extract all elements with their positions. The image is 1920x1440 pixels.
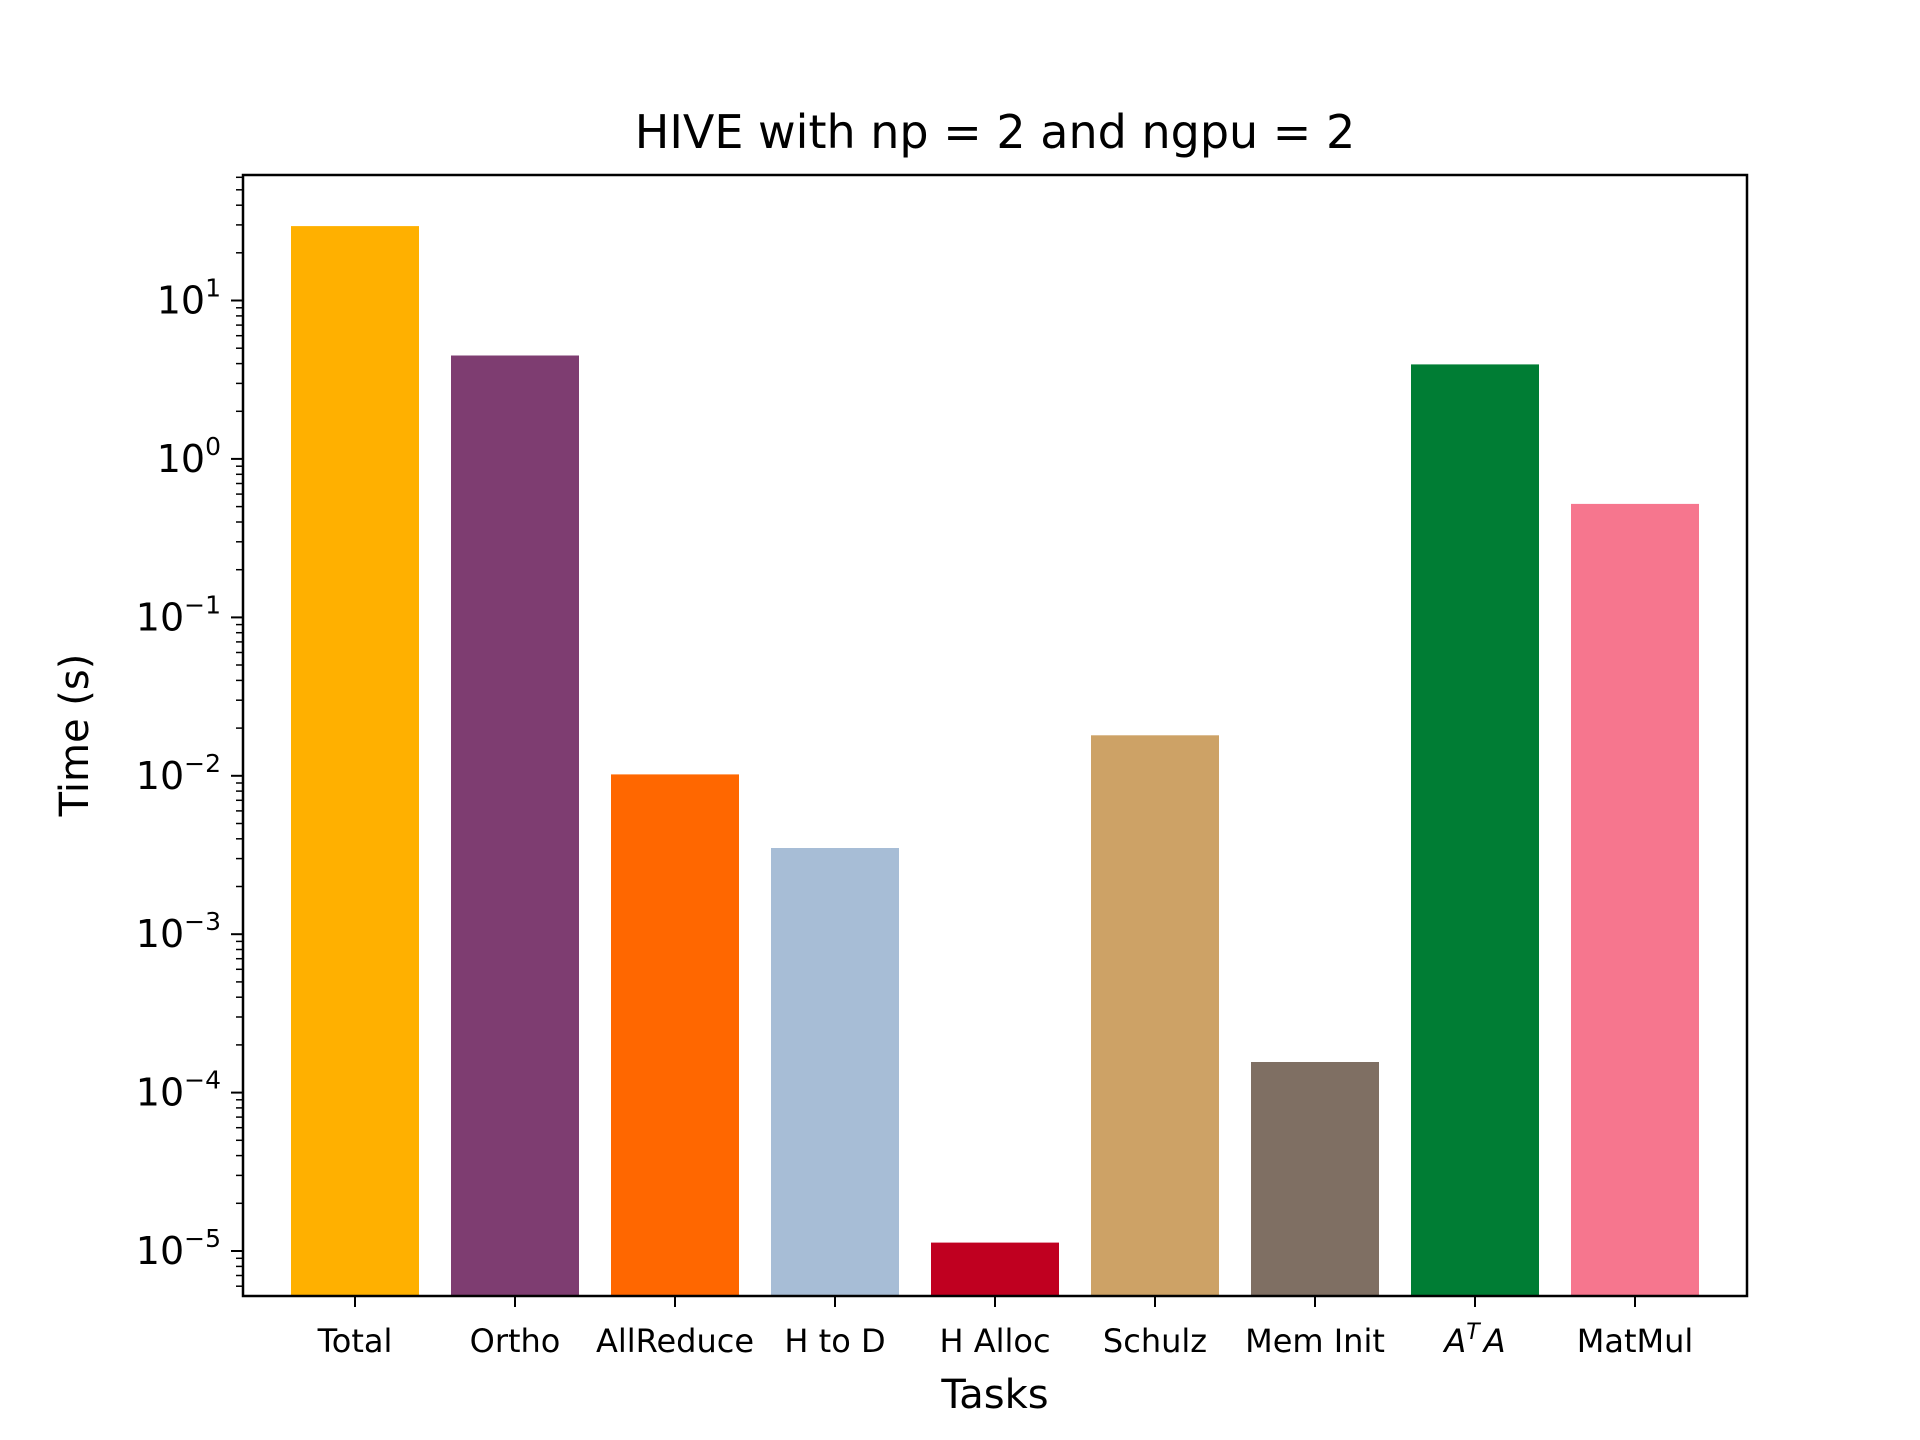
y-tick-label-6: 101 <box>157 274 221 323</box>
y-tick-label-0: 10−5 <box>136 1224 221 1273</box>
chart-title: HIVE with np = 2 and ngpu = 2 <box>635 105 1355 159</box>
y-tick-label-3: 10−2 <box>136 749 221 798</box>
x-tick-label-4: H Alloc <box>939 1322 1050 1360</box>
x-tick-label-3: H to D <box>784 1322 885 1360</box>
x-tick-label-6: Mem Init <box>1245 1322 1385 1360</box>
x-axis: Total Ortho AllReduce H to D H Alloc Schulz Me… <box>317 1296 1694 1360</box>
bar-8 <box>1571 503 1699 1296</box>
y-tick-label-1: 10−4 <box>136 1066 221 1115</box>
bar-5 <box>1091 735 1219 1296</box>
y-tick-label-4: 10−1 <box>136 590 221 639</box>
x-tick-label-7: AT A <box>1442 1320 1505 1360</box>
x-tick-label-2: AllReduce <box>596 1322 754 1360</box>
x-tick-label-0: Total <box>317 1322 393 1360</box>
x-tick-label-1: Ortho <box>470 1322 561 1360</box>
bars-group <box>291 226 1699 1297</box>
bar-7 <box>1411 364 1539 1296</box>
y-tick-label-5: 100 <box>157 432 221 481</box>
y-axis: 10−5 10−4 10−3 10−2 10−1 100 101 <box>136 176 243 1287</box>
bar-6 <box>1251 1062 1379 1296</box>
x-tick-label-8: MatMul <box>1577 1322 1694 1360</box>
bar-3 <box>771 848 899 1296</box>
bar-2 <box>611 774 739 1296</box>
bar-0 <box>291 226 419 1297</box>
y-axis-label: Time (s) <box>52 654 98 818</box>
x-tick-label-5: Schulz <box>1103 1322 1207 1360</box>
plot-frame <box>241 173 1749 1298</box>
bar-1 <box>451 355 579 1296</box>
bar-4 <box>931 1242 1059 1296</box>
y-tick-label-2: 10−3 <box>136 907 221 956</box>
x-axis-label: Tasks <box>940 1372 1048 1418</box>
